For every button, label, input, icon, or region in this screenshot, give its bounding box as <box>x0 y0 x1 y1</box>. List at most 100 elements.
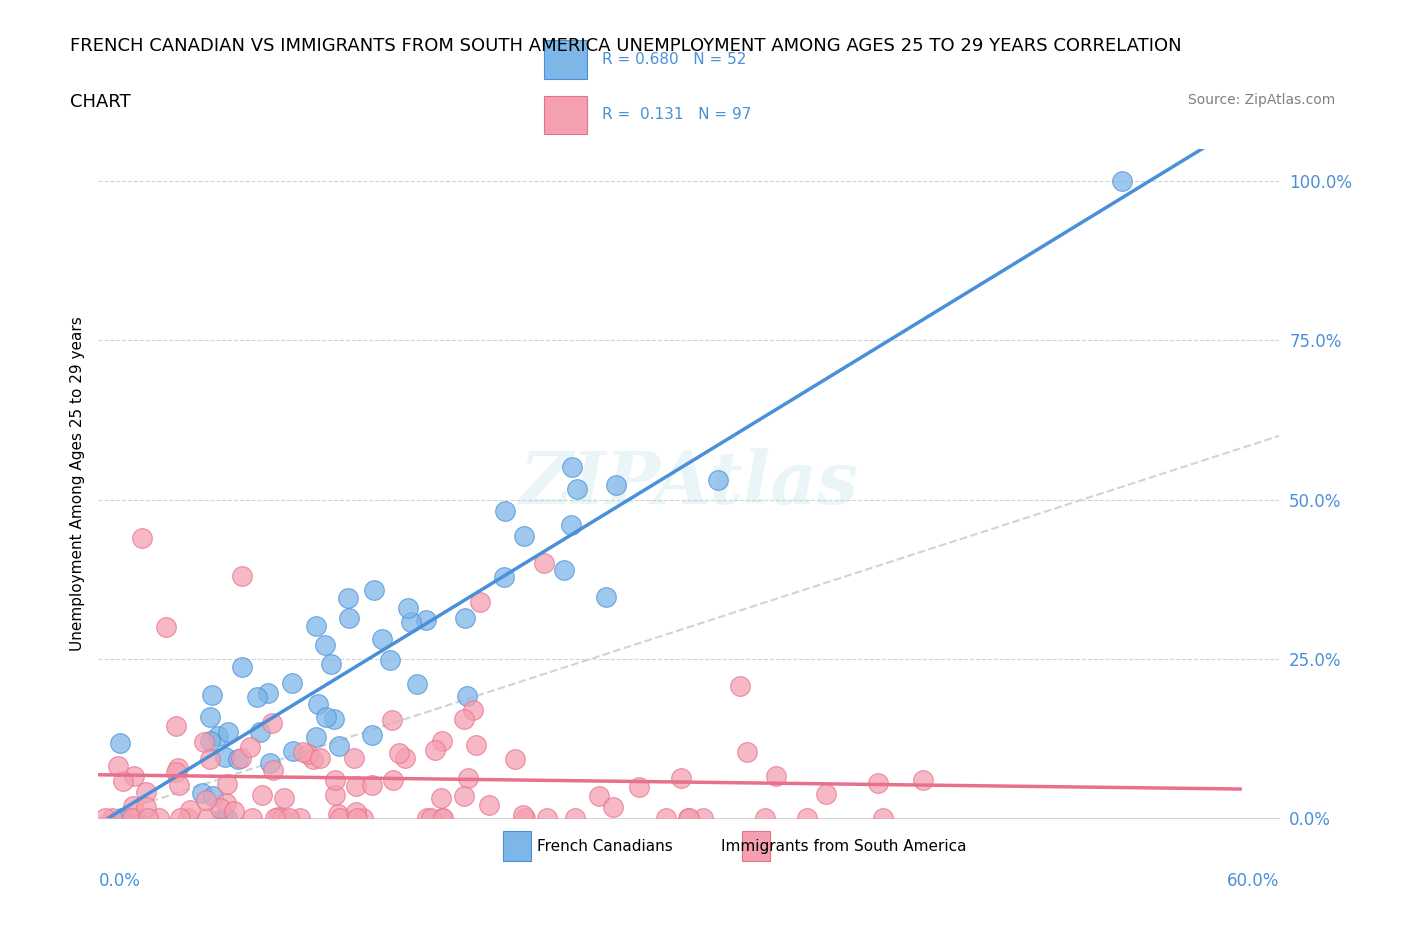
Text: FRENCH CANADIAN VS IMMIGRANTS FROM SOUTH AMERICA UNEMPLOYMENT AMONG AGES 25 TO 2: FRENCH CANADIAN VS IMMIGRANTS FROM SOUTH… <box>70 37 1182 55</box>
Point <box>464 737 486 752</box>
Point <box>259 756 281 771</box>
Text: ZIPAtlas: ZIPAtlas <box>520 448 858 519</box>
Point <box>222 804 245 818</box>
Point <box>202 789 225 804</box>
Point <box>200 710 222 724</box>
Point <box>122 768 145 783</box>
Point <box>200 734 222 749</box>
Point <box>461 703 484 718</box>
Text: Source: ZipAtlas.com: Source: ZipAtlas.com <box>1188 93 1336 107</box>
Point <box>419 811 441 826</box>
Point <box>343 751 366 765</box>
Point <box>415 612 437 627</box>
Point <box>346 811 368 826</box>
Point <box>167 761 190 776</box>
FancyBboxPatch shape <box>544 40 586 79</box>
Point <box>323 711 346 726</box>
Point <box>217 724 239 739</box>
Point <box>121 811 143 826</box>
Point <box>250 787 273 802</box>
Point <box>513 529 536 544</box>
Point <box>533 556 555 571</box>
Point <box>155 619 177 634</box>
Point <box>380 653 402 668</box>
Point <box>765 768 787 783</box>
Point <box>588 789 610 804</box>
FancyBboxPatch shape <box>503 831 531 861</box>
Point <box>337 610 360 625</box>
Point <box>215 811 238 826</box>
Point <box>169 811 191 826</box>
Point <box>110 811 132 826</box>
Point <box>394 751 416 766</box>
Point <box>1111 173 1133 188</box>
FancyBboxPatch shape <box>742 831 770 861</box>
Point <box>381 712 404 727</box>
Point <box>323 788 346 803</box>
Point <box>118 811 141 826</box>
Point <box>211 810 233 825</box>
Point <box>692 811 714 826</box>
Point <box>336 591 359 605</box>
Point <box>231 659 253 674</box>
Point <box>868 776 890 790</box>
Point <box>194 792 217 807</box>
Point <box>305 730 328 745</box>
Point <box>215 795 238 810</box>
Point <box>290 811 312 826</box>
Point <box>201 688 224 703</box>
Point <box>281 743 304 758</box>
Point <box>165 764 187 779</box>
Point <box>329 811 352 826</box>
Point <box>179 803 201 817</box>
Point <box>297 747 319 762</box>
Point <box>195 811 218 826</box>
Point <box>361 777 384 792</box>
Point <box>107 759 129 774</box>
Point <box>169 777 191 792</box>
Point <box>291 744 314 759</box>
Point <box>135 784 157 799</box>
Point <box>381 773 404 788</box>
Point <box>309 751 332 765</box>
Point <box>627 779 650 794</box>
Point <box>388 745 411 760</box>
Text: CHART: CHART <box>70 93 131 111</box>
Point <box>456 689 478 704</box>
Point <box>872 810 894 825</box>
Point <box>754 811 776 826</box>
Point <box>136 811 159 826</box>
Point <box>344 805 367 820</box>
Point <box>305 618 328 633</box>
Point <box>148 811 170 826</box>
Point <box>564 811 586 826</box>
Point <box>352 811 374 826</box>
Point <box>361 727 384 742</box>
Text: Immigrants from South America: Immigrants from South America <box>721 839 966 854</box>
Point <box>561 459 583 474</box>
Point <box>301 751 323 766</box>
Point <box>111 774 134 789</box>
Point <box>605 477 627 492</box>
Point <box>278 811 301 826</box>
Point <box>121 799 143 814</box>
Point <box>215 777 238 791</box>
Point <box>815 787 838 802</box>
Point <box>226 752 249 767</box>
Point <box>231 568 253 583</box>
Point <box>264 811 287 826</box>
Point <box>453 788 475 803</box>
Point <box>249 725 271 740</box>
Point <box>595 590 617 604</box>
Point <box>328 738 350 753</box>
Point <box>246 690 269 705</box>
Text: R =  0.131   N = 97: R = 0.131 N = 97 <box>602 108 752 123</box>
Point <box>239 739 262 754</box>
Point <box>553 563 575 578</box>
Point <box>207 728 229 743</box>
Point <box>432 811 454 826</box>
Point <box>396 601 419 616</box>
Point <box>494 503 516 518</box>
Point <box>796 811 818 826</box>
Point <box>323 772 346 787</box>
